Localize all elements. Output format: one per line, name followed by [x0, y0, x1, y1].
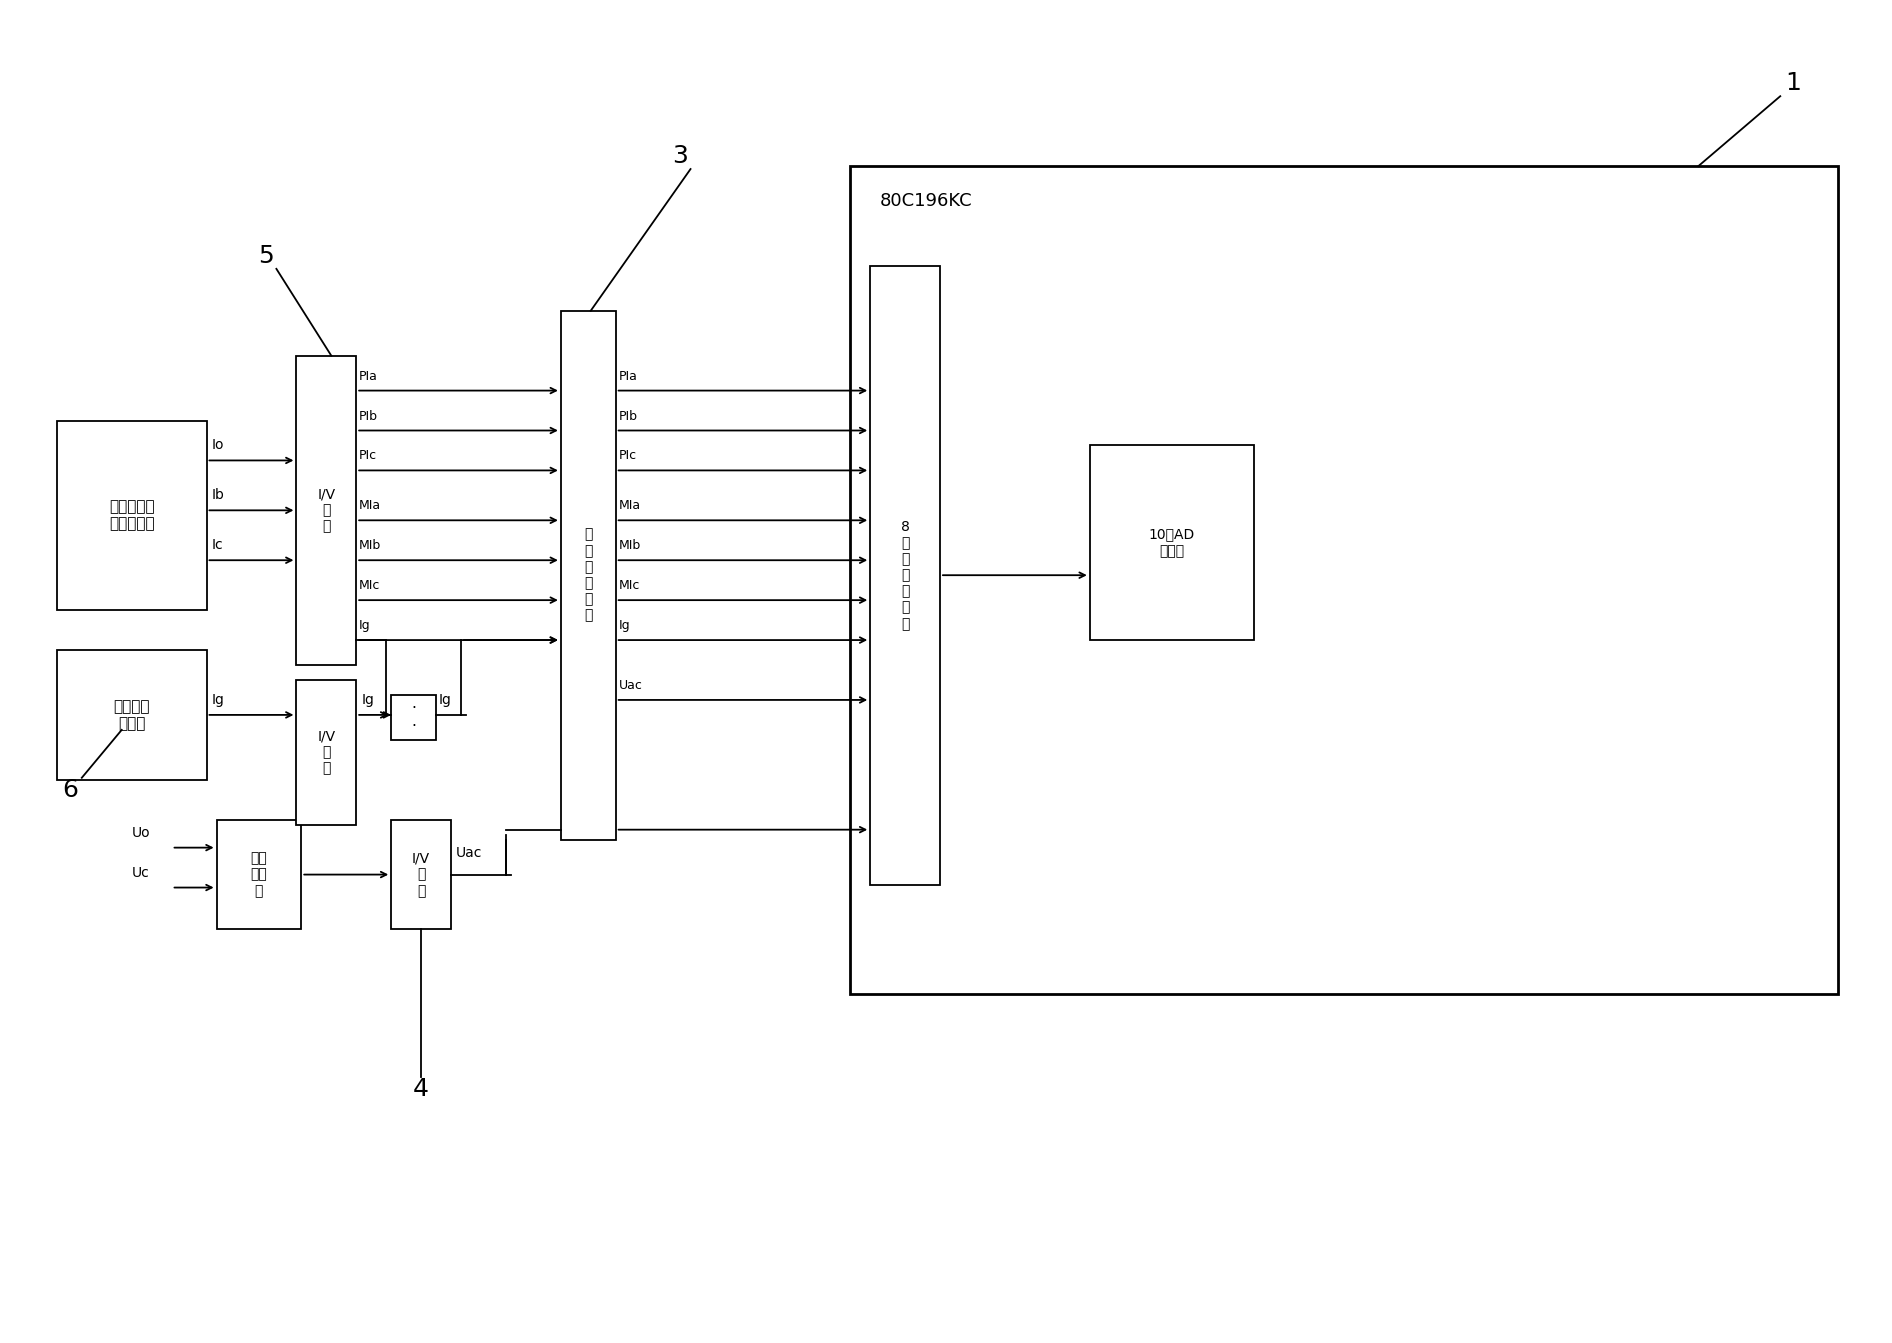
Text: MIc: MIc — [359, 579, 380, 592]
Text: 放
大
调
理
电
路: 放 大 调 理 电 路 — [585, 528, 592, 623]
Text: Ig: Ig — [212, 693, 225, 706]
Bar — [297, 680, 356, 825]
Bar — [392, 819, 450, 929]
Text: 电压
互感
器: 电压 互感 器 — [250, 851, 267, 897]
Text: PIb: PIb — [359, 410, 378, 423]
Text: 3: 3 — [674, 144, 689, 168]
Text: PIa: PIa — [619, 369, 638, 383]
Text: PIa: PIa — [359, 369, 378, 383]
Text: PIc: PIc — [359, 450, 377, 462]
Text: I/V
变
换: I/V 变 换 — [412, 851, 429, 897]
Text: Ig: Ig — [361, 693, 375, 706]
Bar — [216, 819, 301, 929]
Text: MIa: MIa — [359, 500, 382, 512]
Text: Ib: Ib — [212, 489, 225, 502]
Text: 4: 4 — [412, 1077, 429, 1101]
Text: MIb: MIb — [619, 540, 641, 552]
Text: 三相一体的
电流互感器: 三相一体的 电流互感器 — [110, 500, 155, 532]
Text: 80C196KC: 80C196KC — [880, 192, 972, 210]
Text: 零序电流
互感器: 零序电流 互感器 — [114, 698, 149, 731]
Text: I/V
变
换: I/V 变 换 — [318, 729, 335, 775]
Text: PIb: PIb — [619, 410, 638, 423]
Bar — [870, 266, 940, 885]
Text: PIc: PIc — [619, 450, 638, 462]
Bar — [297, 356, 356, 665]
Text: Io: Io — [212, 438, 223, 453]
Bar — [560, 310, 615, 839]
Text: Uac: Uac — [619, 680, 643, 692]
Text: Uc: Uc — [132, 866, 149, 880]
Text: Ig: Ig — [619, 619, 630, 633]
Bar — [392, 694, 435, 740]
Bar — [1090, 446, 1254, 641]
Bar — [57, 650, 206, 780]
Text: 5: 5 — [259, 244, 274, 267]
Text: Ig: Ig — [359, 619, 371, 633]
Text: Ig: Ig — [439, 693, 452, 706]
Text: MIa: MIa — [619, 500, 641, 512]
Text: ·
·: · · — [411, 701, 416, 733]
Bar — [850, 167, 1839, 994]
Bar — [57, 420, 206, 610]
Text: 1: 1 — [1786, 71, 1801, 95]
Text: Uo: Uo — [132, 826, 149, 839]
Text: MIc: MIc — [619, 579, 639, 592]
Text: I/V
变
换: I/V 变 换 — [318, 488, 335, 533]
Text: Uac: Uac — [456, 846, 482, 860]
Text: Ic: Ic — [212, 539, 223, 552]
Text: MIb: MIb — [359, 540, 382, 552]
Text: 6: 6 — [62, 778, 78, 802]
Text: 10位AD
转换器: 10位AD 转换器 — [1148, 528, 1196, 557]
Text: 8
选
一
多
路
开
关: 8 选 一 多 路 开 关 — [901, 520, 910, 631]
